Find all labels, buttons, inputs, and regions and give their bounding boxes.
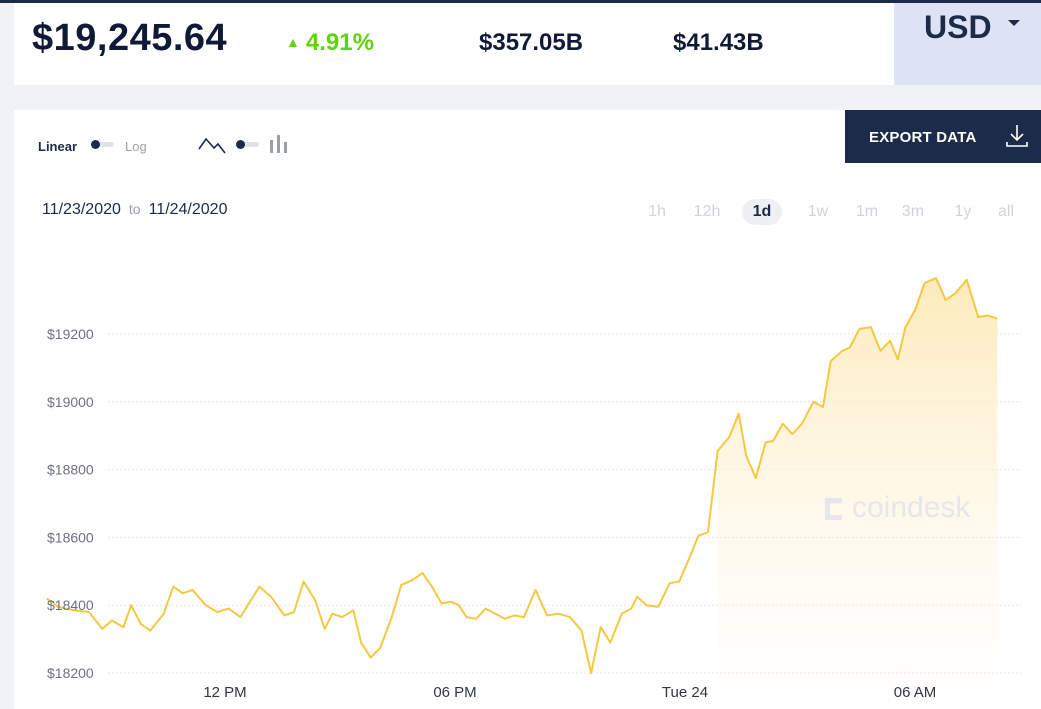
watermark-text: coindesk	[852, 491, 971, 524]
price-line	[46, 277, 998, 674]
range-all[interactable]: all	[997, 203, 1014, 220]
export-data-button[interactable]: EXPORT DATA	[845, 110, 1041, 163]
range-12h[interactable]: 12h	[693, 203, 721, 220]
scale-log-label[interactable]: Log	[125, 139, 147, 154]
chart-type-toggle[interactable]	[236, 139, 259, 149]
range-1h[interactable]: 1h	[648, 203, 666, 220]
price-change-value: 4.91%	[305, 29, 374, 56]
range-1d[interactable]: 1d	[742, 199, 782, 225]
currency-dropdown[interactable]: USD	[894, 3, 1041, 85]
current-price: $19,245.64	[32, 17, 228, 59]
up-triangle-icon: ▲	[286, 34, 300, 50]
chevron-down-icon	[1008, 20, 1020, 26]
scale-linear-label[interactable]: Linear	[38, 139, 78, 154]
market-cap: $357.05B	[479, 29, 584, 56]
toggle-knob	[91, 139, 100, 149]
x-tick-label: 06 AM	[894, 684, 937, 701]
price-area	[717, 278, 998, 700]
currency-label: USD	[924, 9, 992, 45]
y-tick-label: $18800	[47, 462, 94, 478]
coindesk-logo-icon	[825, 498, 842, 521]
y-tick-label: $18400	[47, 597, 94, 613]
top-border	[0, 0, 1041, 3]
range-1w[interactable]: 1w	[807, 203, 829, 220]
export-data-label: EXPORT DATA	[869, 129, 977, 146]
y-tick-label: $18200	[47, 665, 94, 681]
scale-toggle[interactable]	[91, 139, 114, 149]
bar-chart-icon[interactable]	[269, 134, 289, 156]
x-tick-label: 12 PM	[203, 684, 246, 701]
date-to-word: to	[128, 201, 141, 217]
range-1m[interactable]: 1m	[855, 203, 879, 220]
toggle-knob	[236, 139, 245, 149]
date-from[interactable]: 11/23/2020	[42, 201, 121, 218]
range-3m[interactable]: 3m	[901, 203, 925, 220]
x-tick-label: Tue 24	[662, 684, 708, 701]
y-tick-label: $19000	[47, 394, 94, 410]
watermark: coindesk	[820, 491, 970, 525]
line-chart-icon[interactable]	[198, 134, 226, 156]
date-range: 11/23/2020 to 11/24/2020	[42, 201, 227, 219]
x-tick-label: 06 PM	[433, 684, 476, 701]
y-tick-label: $18600	[47, 529, 94, 545]
volume: $41.43B	[673, 29, 764, 56]
date-to[interactable]: 11/24/2020	[148, 201, 228, 218]
range-1y[interactable]: 1y	[954, 203, 972, 220]
stats-bar: $19,245.64 ▲ 4.91% $357.05B $41.43B	[14, 3, 894, 85]
y-tick-label: $19200	[47, 326, 94, 342]
download-icon	[1006, 125, 1028, 147]
price-change: ▲ 4.91%	[286, 29, 374, 57]
